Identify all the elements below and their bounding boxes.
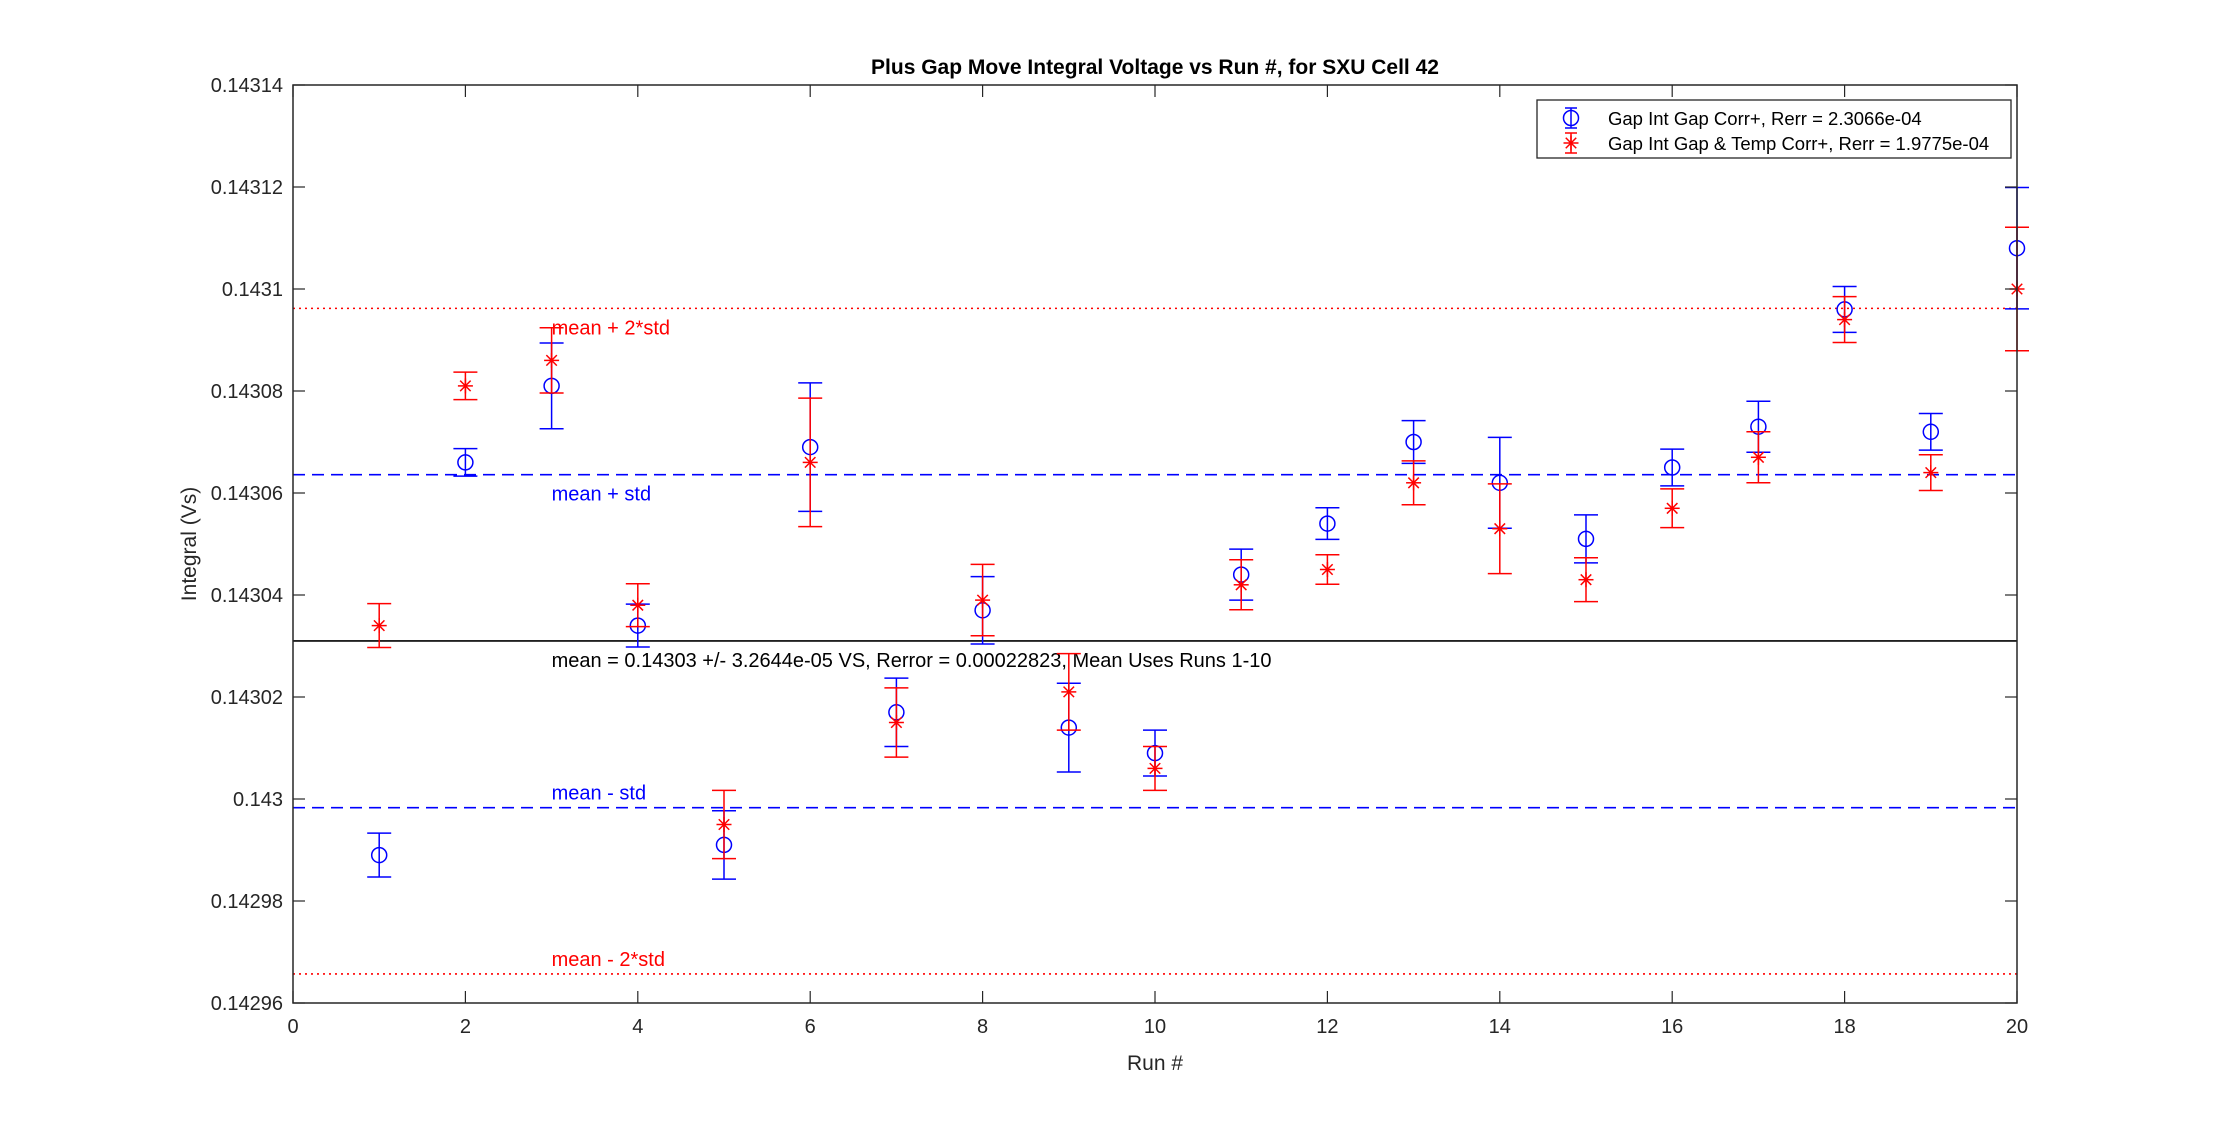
x-tick-label: 14 [1489, 1016, 1511, 1038]
asterisk-stroke [1838, 313, 1851, 326]
x-tick-label: 6 [805, 1016, 816, 1038]
data-point-run-16 [1664, 500, 1680, 516]
data-series [367, 186, 2029, 880]
reference-label-1: mean + std [552, 484, 652, 506]
reference-label-2: mean = 0.14303 +/- 3.2644e-05 VS, Rerror… [552, 650, 1272, 672]
x-tick-label: 20 [2006, 1016, 2028, 1038]
data-point-run-16 [1663, 459, 1681, 476]
x-tick-label: 10 [1144, 1016, 1166, 1038]
legend: Gap Int Gap Corr+, Rerr = 2.3066e-04 Gap… [1536, 99, 2012, 159]
y-tick-label: 0.14296 [211, 993, 283, 1015]
data-point-run-13 [1405, 433, 1422, 451]
asterisk-stroke [1494, 522, 1506, 535]
data-point-run-13 [1406, 475, 1422, 491]
legend-label-gap-temp-corr: Gap Int Gap & Temp Corr+, Rerr = 1.9775e… [1608, 133, 1989, 154]
data-point-run-15 [1578, 572, 1594, 588]
y-tick-label: 0.14298 [211, 891, 283, 913]
axes: 0 2 4 6 8 10 12 14 16 18 20 0.14296 0.14298 0.143 0.14… [211, 75, 2028, 1038]
data-point-run-1 [371, 618, 387, 634]
data-point-run-1 [370, 846, 388, 864]
data-point-run-12 [1319, 562, 1335, 577]
data-point-run-4 [630, 597, 646, 613]
reference-label-3: mean - std [552, 783, 646, 805]
asterisk-stroke [459, 380, 472, 392]
asterisk-stroke [718, 818, 730, 831]
y-axis-label: Integral (Vs) [178, 487, 201, 601]
x-tick-label: 18 [1833, 1016, 1855, 1038]
reference-label-4: mean - 2*std [552, 949, 665, 971]
y-tick-label: 0.14312 [211, 177, 283, 199]
asterisk-stroke [890, 716, 903, 729]
reference-lines: mean + 2*std mean + std mean = 0.14303 +/-… [293, 307, 2017, 975]
error-bar-run-12 [1315, 507, 1340, 541]
x-axis-label: Run # [1127, 1052, 1183, 1075]
error-bar-run-1 [367, 832, 392, 878]
data-point-run-15 [1577, 530, 1595, 548]
asterisk-stroke [1235, 579, 1247, 591]
asterisk-stroke [373, 619, 385, 632]
series-gap-temp-corr [367, 226, 2029, 860]
y-tick-label: 0.143 [233, 789, 283, 811]
x-tick-label: 4 [632, 1016, 643, 1038]
asterisk-stroke [545, 354, 558, 367]
error-bar-run-2 [453, 447, 478, 477]
asterisk-stroke [632, 599, 644, 611]
data-point-run-10 [1147, 760, 1163, 776]
data-point-run-6 [802, 454, 818, 470]
asterisk-stroke [1149, 762, 1161, 775]
asterisk-stroke [804, 456, 816, 469]
data-point-run-7 [888, 715, 904, 730]
asterisk-stroke [976, 594, 989, 606]
data-point-run-14 [1492, 521, 1508, 537]
data-point-run-19 [1922, 423, 1940, 441]
legend-entry-gap-corr [1562, 107, 1580, 129]
x-tick-label: 12 [1316, 1016, 1338, 1038]
y-tick-label: 0.14304 [211, 585, 283, 607]
data-point-run-18 [1837, 312, 1853, 328]
data-point-run-3 [544, 352, 560, 368]
asterisk-stroke [1666, 502, 1678, 515]
asterisk-stroke [1752, 451, 1765, 464]
data-point-run-8 [975, 592, 991, 608]
data-point-run-12 [1319, 515, 1336, 532]
error-bar-run-19 [1918, 412, 1943, 451]
data-point-run-2 [457, 454, 474, 471]
asterisk-stroke [1565, 137, 1577, 149]
y-tick-label: 0.14308 [211, 381, 283, 403]
legend-label-gap-corr: Gap Int Gap Corr+, Rerr = 2.3066e-04 [1608, 108, 1922, 129]
data-point-run-9 [1061, 684, 1077, 700]
x-tick-label: 16 [1661, 1016, 1683, 1038]
asterisk-stroke [1321, 563, 1334, 576]
error-bar-run-16 [1660, 448, 1685, 487]
plot-area [293, 85, 2017, 1003]
y-tick-label: 0.14314 [211, 75, 283, 97]
y-tick-label: 0.14306 [211, 483, 283, 505]
x-tick-label: 8 [977, 1016, 988, 1038]
legend-entry-gap-temp-corr [1563, 132, 1579, 154]
data-point-run-2 [457, 378, 473, 394]
legend-asterisk-marker-icon [1563, 135, 1579, 151]
x-tick-label: 0 [287, 1016, 298, 1038]
chart-title: Plus Gap Move Integral Voltage vs Run #,… [871, 56, 1439, 79]
legend-circle-marker-icon [1562, 109, 1580, 127]
asterisk-stroke [1580, 573, 1592, 586]
legend-box [1536, 99, 2012, 159]
asterisk-stroke [1063, 686, 1075, 698]
data-point-run-19 [1923, 465, 1939, 481]
y-tick-label: 0.14302 [211, 687, 283, 709]
data-point-run-11 [1233, 577, 1249, 593]
data-point-run-17 [1750, 449, 1766, 465]
reference-label-0: mean + 2*std [552, 317, 670, 339]
y-tick-label: 0.1431 [222, 279, 283, 301]
asterisk-stroke [1925, 466, 1937, 479]
x-tick-label: 2 [460, 1016, 471, 1038]
data-point-run-5 [716, 817, 732, 832]
asterisk-stroke [1407, 477, 1420, 489]
